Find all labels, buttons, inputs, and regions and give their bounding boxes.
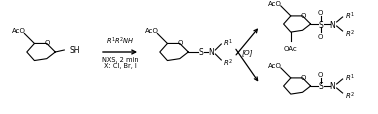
Text: O: O xyxy=(318,10,323,16)
Text: $R^1R^2NH$: $R^1R^2NH$ xyxy=(106,35,134,47)
Text: O: O xyxy=(301,74,306,80)
Text: [O]: [O] xyxy=(241,49,253,56)
Text: N: N xyxy=(330,20,335,29)
Text: $R^2$: $R^2$ xyxy=(345,90,355,101)
Text: O: O xyxy=(318,71,323,77)
Text: SH: SH xyxy=(69,46,80,55)
Text: OAc: OAc xyxy=(284,46,297,52)
Text: O: O xyxy=(178,40,183,46)
Text: O: O xyxy=(45,40,50,46)
Text: $R^1$: $R^1$ xyxy=(345,10,355,21)
Text: S: S xyxy=(199,48,204,57)
Text: AcO: AcO xyxy=(11,28,25,34)
Text: X: Cl, Br, I: X: Cl, Br, I xyxy=(104,62,136,68)
Text: N: N xyxy=(330,82,335,91)
Text: AcO: AcO xyxy=(268,1,282,7)
Text: S: S xyxy=(318,82,323,91)
Text: N: N xyxy=(208,48,214,57)
Text: O: O xyxy=(318,34,323,40)
Text: $R^2$: $R^2$ xyxy=(345,28,355,39)
Text: O: O xyxy=(301,13,306,19)
Text: AcO: AcO xyxy=(268,62,282,68)
Text: $R^2$: $R^2$ xyxy=(223,57,233,68)
Text: $R^1$: $R^1$ xyxy=(345,72,355,83)
Text: $R^1$: $R^1$ xyxy=(223,37,233,48)
Text: NXS, 2 min: NXS, 2 min xyxy=(102,57,138,62)
Text: AcO: AcO xyxy=(144,28,158,34)
Text: S: S xyxy=(318,20,323,29)
